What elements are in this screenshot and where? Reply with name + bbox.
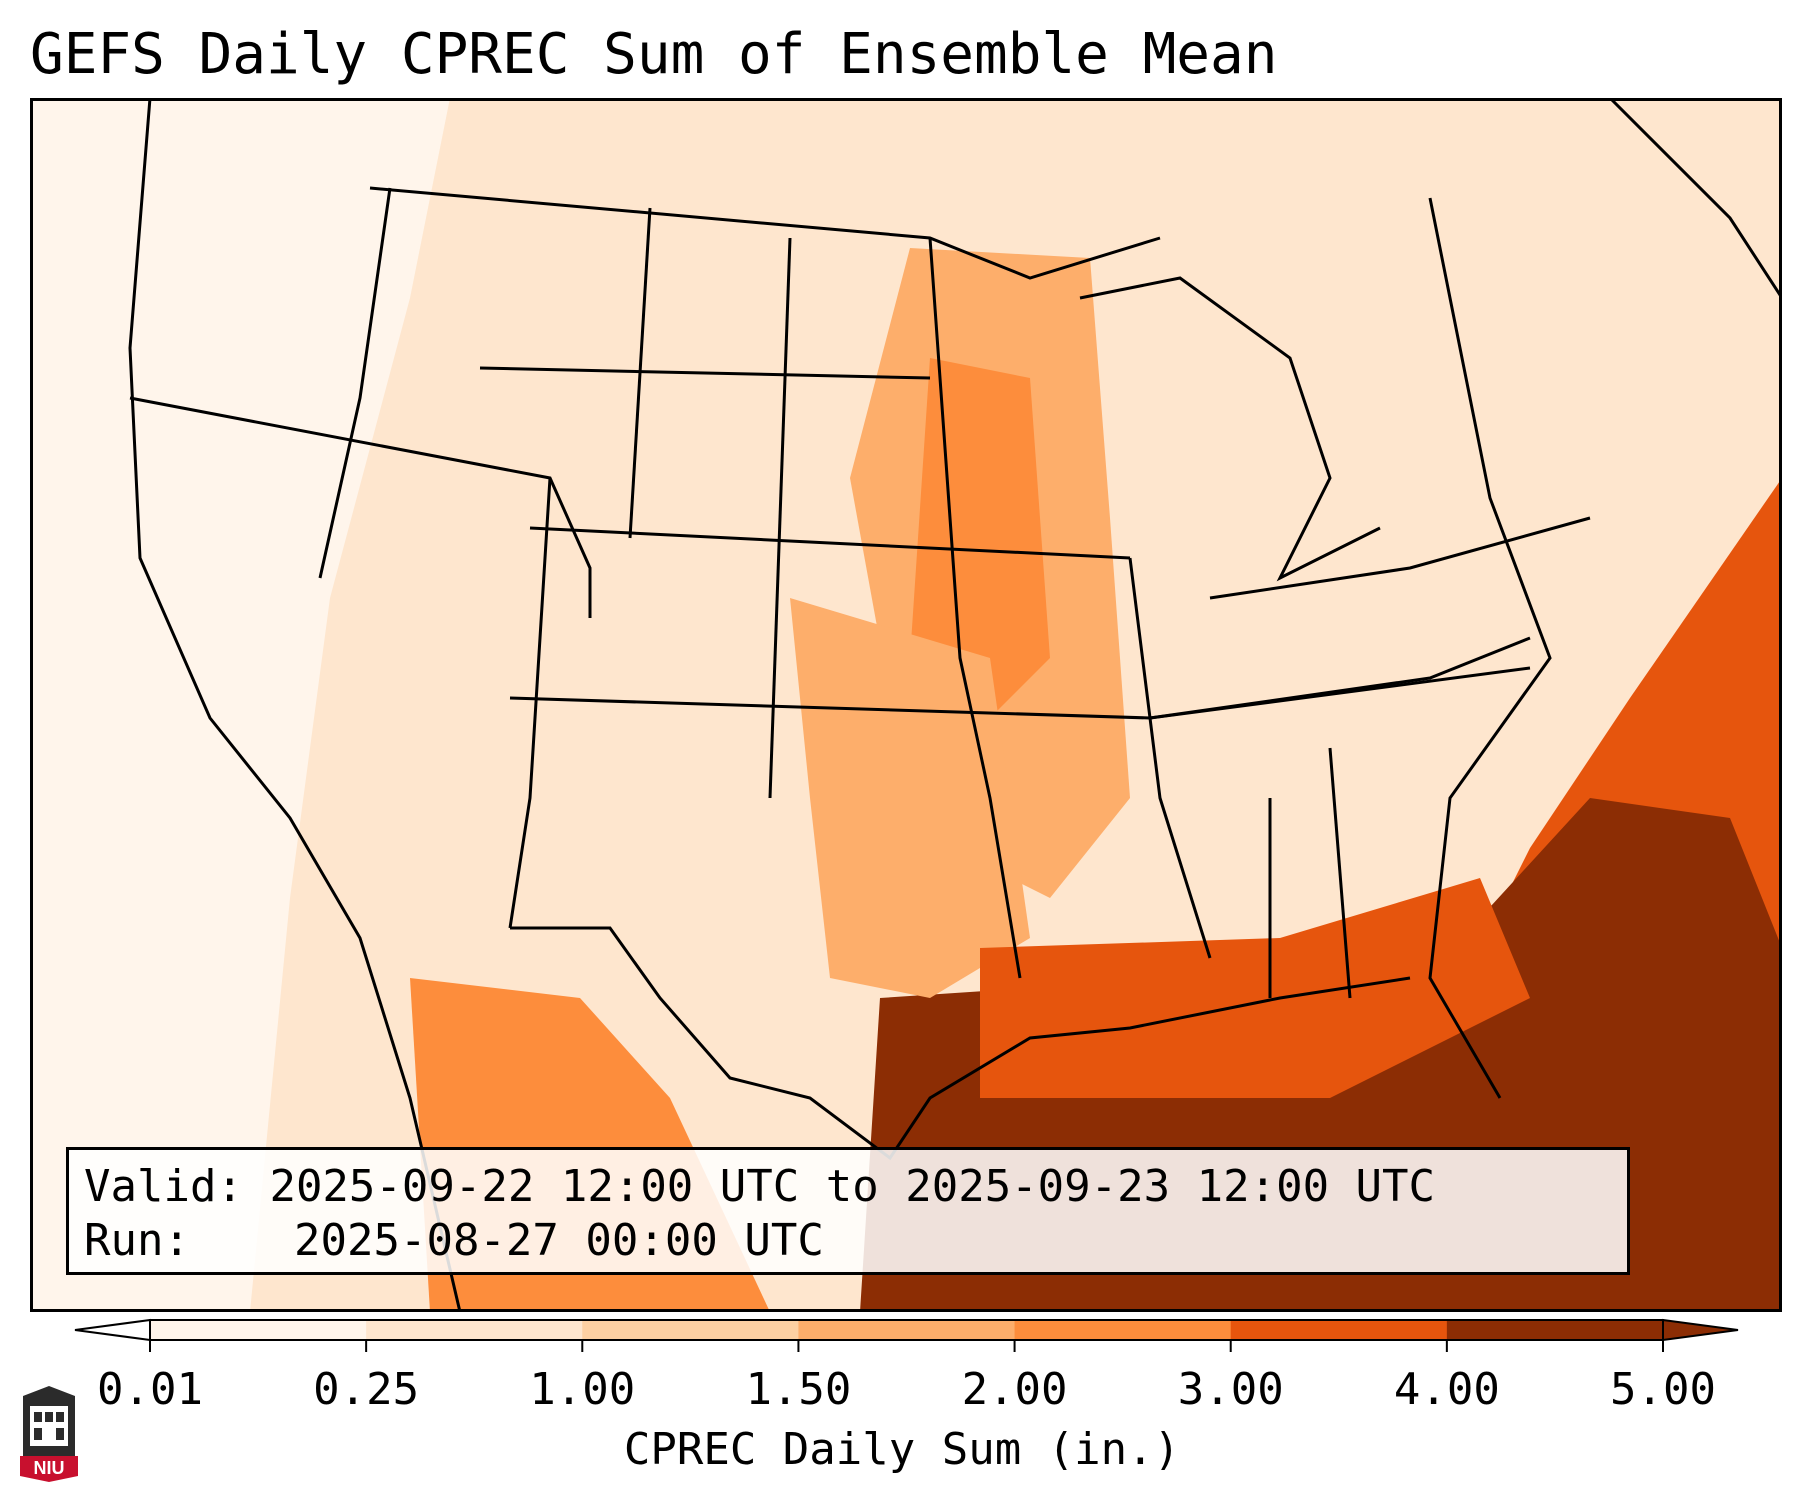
colorbar-tick-label: 4.00 — [1393, 1364, 1500, 1415]
run-row: Run: 2025-08-27 00:00 UTC — [84, 1214, 1627, 1268]
map-title: GEFS Daily CPREC Sum of Ensemble Mean — [30, 22, 1278, 87]
valid-value: 2025-09-22 12:00 UTC to 2025-09-23 12:00… — [269, 1161, 1436, 1212]
colorbar-tick-label: 3.00 — [1177, 1364, 1284, 1415]
run-value: 2025-08-27 00:00 UTC — [294, 1215, 824, 1266]
colorbar-segment — [1230, 1320, 1448, 1340]
colorbar-segment — [150, 1320, 367, 1340]
valid-row: Valid: 2025-09-22 12:00 UTC to 2025-09-2… — [84, 1160, 1627, 1214]
precipitation-map — [30, 98, 1782, 1312]
colorbar-tick-label: 0.01 — [97, 1364, 203, 1415]
colorbar-tick-label: 2.00 — [961, 1364, 1068, 1415]
run-label: Run: — [84, 1215, 190, 1266]
colorbar-tick-label: 1.50 — [745, 1364, 852, 1415]
valid-run-info-box: Valid: 2025-09-22 12:00 UTC to 2025-09-2… — [66, 1147, 1630, 1275]
colorbar-tick-marks — [149, 1340, 1664, 1352]
colorbar-tick-label: 0.25 — [313, 1364, 420, 1415]
colorbar-segment — [366, 1320, 583, 1340]
colorbar-segment — [798, 1320, 1016, 1340]
colorbar — [74, 1318, 1739, 1352]
niu-logo: NIU — [20, 1386, 78, 1482]
colorbar-label: CPREC Daily Sum (in.) — [623, 1424, 1181, 1475]
colorbar-outline — [149, 1319, 1664, 1341]
colorbar-segment — [1014, 1320, 1232, 1340]
colorbar-segment — [1446, 1320, 1664, 1340]
gulf-coast-band — [980, 878, 1530, 1098]
colorbar-extend-max — [1662, 1318, 1739, 1342]
west-light-region — [30, 98, 450, 1312]
colorbar-tick-label: 1.00 — [529, 1364, 636, 1415]
niu-logo-text: NIU — [34, 1458, 65, 1478]
colorbar-segments — [74, 1318, 1739, 1342]
colorbar-tick-label: 5.00 — [1610, 1364, 1716, 1415]
valid-label: Valid: — [84, 1161, 243, 1212]
colorbar-extend-min — [74, 1318, 151, 1342]
colorbar-segment — [582, 1320, 799, 1340]
